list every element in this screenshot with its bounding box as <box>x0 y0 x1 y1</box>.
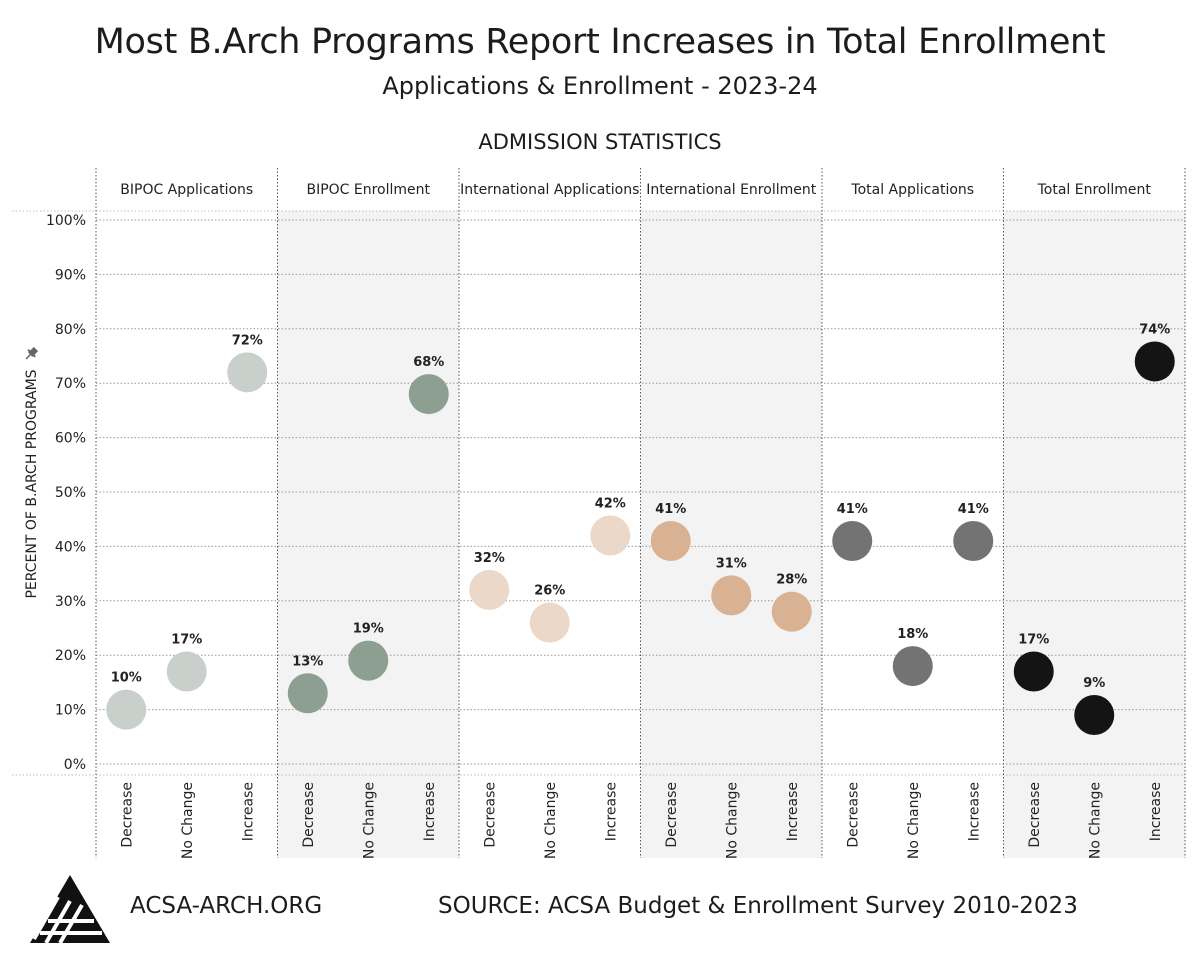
category-label: No Change <box>180 782 196 859</box>
panel-header: International Enrollment <box>646 182 816 198</box>
category-label: Decrease <box>301 782 317 848</box>
category-label: Decrease <box>1027 782 1043 848</box>
category-label: Decrease <box>482 782 498 848</box>
data-point <box>1013 651 1054 692</box>
data-point <box>348 640 389 681</box>
y-tick-label: 100% <box>46 213 86 229</box>
panel-background <box>1003 211 1185 858</box>
y-tick-label: 0% <box>64 757 86 773</box>
admission-chart: 0% 10% 20% 30% 40% 50% 60% 70% 80% 90% 100% PERCENT… <box>12 168 1186 859</box>
panel-header: BIPOC Enrollment <box>306 182 430 198</box>
category-label: Increase <box>240 782 256 841</box>
category-label: No Change <box>724 782 740 859</box>
data-point <box>1134 341 1175 382</box>
section-title: ADMISSION STATISTICS <box>478 130 722 154</box>
data-label: 41% <box>837 502 868 517</box>
y-tick-label: 10% <box>55 703 86 719</box>
data-point <box>832 520 873 561</box>
category-label: Decrease <box>119 782 135 848</box>
data-point <box>590 515 631 556</box>
data-point <box>650 520 691 561</box>
data-point <box>953 520 994 561</box>
data-point <box>408 374 449 415</box>
pin-icon <box>25 346 39 360</box>
data-label: 18% <box>897 627 928 642</box>
y-axis-label: PERCENT OF B.ARCH PROGRAMS <box>24 369 40 598</box>
y-tick-label: 30% <box>55 594 86 610</box>
data-point <box>227 352 268 393</box>
chart-title: Most B.Arch Programs Report Increases in… <box>94 22 1106 62</box>
y-tick-label: 50% <box>55 485 86 501</box>
data-label: 26% <box>534 584 565 599</box>
data-label: 32% <box>474 551 505 566</box>
data-label: 10% <box>111 671 142 686</box>
data-label: 17% <box>1018 633 1049 648</box>
data-label: 72% <box>232 333 263 348</box>
category-label: No Change <box>361 782 377 859</box>
data-point <box>106 689 147 730</box>
y-tick-label: 70% <box>55 376 86 392</box>
y-tick-label: 80% <box>55 322 86 338</box>
category-label: Increase <box>1148 782 1164 841</box>
data-point <box>287 673 328 714</box>
data-label: 17% <box>171 633 202 648</box>
category-label: Increase <box>422 782 438 841</box>
category-label: Increase <box>966 782 982 841</box>
data-point <box>892 646 933 687</box>
category-label: Increase <box>603 782 619 841</box>
category-label: Decrease <box>664 782 680 848</box>
panel-header: Total Enrollment <box>1037 182 1152 198</box>
chart-subtitle: Applications & Enrollment - 2023-24 <box>382 72 818 100</box>
data-point <box>1074 695 1115 736</box>
panel-background <box>277 211 459 858</box>
category-label: No Change <box>543 782 559 859</box>
category-label: Increase <box>785 782 801 841</box>
data-label: 41% <box>958 502 989 517</box>
category-label: No Change <box>1087 782 1103 859</box>
data-point <box>469 569 510 610</box>
y-tick-label: 20% <box>55 648 86 664</box>
panel-header: Total Applications <box>850 182 974 198</box>
data-label: 13% <box>292 654 323 669</box>
category-label: Decrease <box>845 782 861 848</box>
category-label: No Change <box>906 782 922 859</box>
y-tick-label: 60% <box>55 431 86 447</box>
data-label: 19% <box>353 622 384 637</box>
data-label: 28% <box>776 573 807 588</box>
footer-source: SOURCE: ACSA Budget & Enrollment Survey … <box>438 893 1078 919</box>
panel-header: BIPOC Applications <box>120 182 253 198</box>
panel-header: International Applications <box>460 182 639 198</box>
acsa-logo-icon <box>30 875 110 945</box>
data-point <box>711 575 752 616</box>
data-point <box>166 651 207 692</box>
data-point <box>529 602 570 643</box>
y-tick-label: 40% <box>55 539 86 555</box>
footer-url: ACSA-ARCH.ORG <box>130 893 323 919</box>
data-label: 9% <box>1083 676 1105 691</box>
data-label: 68% <box>413 355 444 370</box>
data-label: 31% <box>716 556 747 571</box>
data-label: 42% <box>595 497 626 512</box>
data-label: 41% <box>655 502 686 517</box>
y-tick-label: 90% <box>55 267 86 283</box>
data-point <box>771 591 812 632</box>
data-label: 74% <box>1139 322 1170 337</box>
